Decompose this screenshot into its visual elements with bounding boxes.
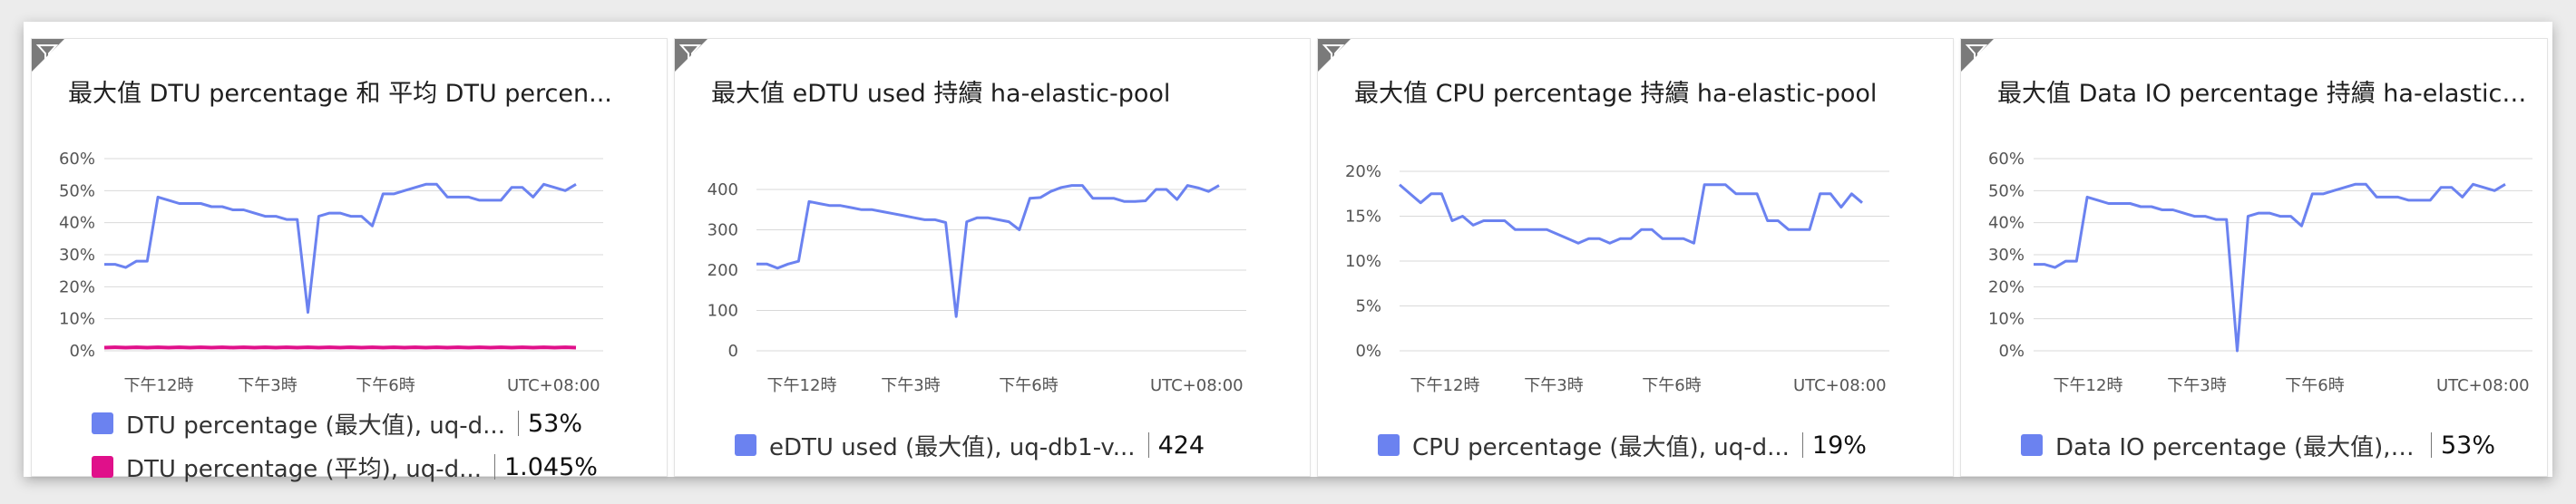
legend-divider	[1147, 432, 1149, 458]
tile-title: 最大值 CPU percentage 持續 ha-elastic-pool	[1354, 80, 1878, 108]
y-tick-label: 60%	[1988, 150, 2025, 169]
tile-title: 最大值 eDTU used 持續 ha-elastic-pool	[711, 80, 1171, 108]
legend-value: 53%	[2441, 431, 2496, 460]
legend-value: 53%	[527, 409, 582, 438]
legend-label: Data IO percentage (最大值), u...	[2055, 433, 2418, 461]
y-tick-label: 30%	[1988, 246, 2025, 265]
y-tick-label: 0%	[1355, 342, 1381, 361]
y-tick-label: 10%	[1345, 252, 1381, 271]
y-tick-label: 15%	[1345, 208, 1381, 227]
legend-item[interactable]: Data IO percentage (最大值), u... 53%	[2021, 427, 2495, 463]
x-tick-label: 下午6時	[2285, 376, 2344, 395]
legend-label: eDTU used (最大值), uq-db1-v...	[769, 433, 1136, 461]
legend-swatch	[92, 412, 113, 434]
x-tick-label: 下午6時	[999, 376, 1058, 395]
legend-value: 424	[1157, 431, 1205, 460]
tile-title: 最大值 DTU percentage 和 平均 DTU percen...	[68, 80, 612, 108]
filter-corner[interactable]	[32, 39, 64, 72]
y-tick-label: 40%	[1988, 214, 2025, 233]
y-tick-label: 20%	[1345, 162, 1381, 181]
legend-swatch	[2021, 434, 2043, 456]
y-tick-label: 50%	[1988, 181, 2025, 200]
x-tick-label: 下午12時	[1410, 376, 1480, 395]
series-line	[104, 182, 577, 315]
y-tick-label: 0	[728, 342, 738, 361]
filter-icon	[1965, 44, 1988, 64]
legend-item[interactable]: CPU percentage (最大值), uq-d... 19%	[1378, 427, 1867, 463]
legend-divider	[493, 454, 495, 480]
metric-tile-dtu[interactable]: 最大值 DTU percentage 和 平均 DTU percen... 60…	[31, 38, 668, 483]
dashboard-strip: 最大值 DTU percentage 和 平均 DTU percen... 60…	[24, 22, 2552, 483]
line-chart[interactable]: 60% 50% 40% 30% 20% 10% 0% 下午12時 下午3時 下午6時 UTC+08:…	[1961, 111, 2549, 407]
legend-item[interactable]: DTU percentage (平均), uq-d... 1.045%	[92, 449, 598, 485]
y-tick-label: 20%	[59, 277, 95, 296]
legend-divider	[517, 411, 519, 436]
line-chart[interactable]: 60% 50% 40% 30% 20% 10% 0% 下午12時 下午3時 下午6時 UTC+08:…	[32, 111, 668, 407]
filter-icon	[1322, 44, 1345, 64]
legend-divider	[1801, 432, 1803, 458]
y-tick-label: 50%	[59, 181, 95, 200]
line-chart[interactable]: 400 300 200 100 0 下午12時 下午3時 下午6時 UTC+08:00	[675, 111, 1312, 407]
timezone-label: UTC+08:00	[507, 376, 600, 395]
y-tick-label: 0%	[69, 342, 95, 361]
y-tick-label: 0%	[1998, 342, 2025, 361]
metric-tile-edtu[interactable]: 最大值 eDTU used 持續 ha-elastic-pool 400 300 2…	[674, 38, 1311, 477]
legend-item[interactable]: eDTU used (最大值), uq-db1-v... 424	[735, 427, 1205, 463]
x-tick-label: 下午3時	[881, 376, 940, 395]
x-tick-label: 下午6時	[1642, 376, 1701, 395]
tile-title: 最大值 Data IO percentage 持續 ha-elastic-...	[1997, 80, 2532, 108]
series-line	[756, 184, 1220, 318]
y-tick-label: 300	[707, 221, 738, 240]
legend-divider	[2431, 432, 2432, 458]
y-tick-label: 30%	[59, 246, 95, 265]
x-tick-label: 下午6時	[356, 376, 415, 395]
legend-item[interactable]: DTU percentage (最大值), uq-d... 53%	[92, 405, 582, 441]
x-tick-label: 下午12時	[767, 376, 837, 395]
timezone-label: UTC+08:00	[1793, 376, 1887, 395]
legend-label: DTU percentage (平均), uq-d...	[126, 455, 482, 483]
y-tick-label: 20%	[1988, 277, 2025, 296]
metric-tile-cpu[interactable]: 最大值 CPU percentage 持續 ha-elastic-pool 20…	[1317, 38, 1954, 477]
metric-tile-dataio[interactable]: 最大值 Data IO percentage 持續 ha-elastic-...…	[1960, 38, 2548, 477]
x-tick-label: 下午12時	[124, 376, 194, 395]
x-tick-label: 下午3時	[1524, 376, 1583, 395]
timezone-label: UTC+08:00	[2436, 376, 2530, 395]
filter-icon	[35, 44, 59, 64]
y-tick-label: 10%	[1988, 310, 2025, 329]
y-tick-label: 40%	[59, 214, 95, 233]
legend-swatch	[735, 434, 756, 456]
line-chart[interactable]: 20% 15% 10% 5% 0% 下午12時 下午3時 下午6時 UTC+08:00	[1318, 111, 1955, 407]
legend-swatch	[92, 456, 113, 478]
x-tick-label: 下午12時	[2054, 376, 2123, 395]
legend-swatch	[1378, 434, 1400, 456]
y-tick-label: 5%	[1355, 297, 1381, 316]
filter-icon	[678, 44, 702, 64]
timezone-label: UTC+08:00	[1150, 376, 1244, 395]
filter-corner[interactable]	[1961, 39, 1994, 72]
filter-corner[interactable]	[1318, 39, 1351, 72]
legend-label: DTU percentage (最大值), uq-d...	[126, 412, 505, 440]
y-tick-label: 100	[707, 302, 738, 321]
y-tick-label: 200	[707, 261, 738, 280]
legend-value: 19%	[1811, 431, 1867, 460]
x-tick-label: 下午3時	[2167, 376, 2226, 395]
y-tick-label: 400	[707, 180, 738, 199]
legend-value: 1.045%	[503, 452, 598, 481]
y-tick-label: 60%	[59, 150, 95, 169]
x-tick-label: 下午3時	[238, 376, 297, 395]
y-tick-label: 10%	[59, 310, 95, 329]
series-line	[2034, 182, 2506, 353]
legend-label: CPU percentage (最大值), uq-d...	[1412, 433, 1790, 461]
filter-corner[interactable]	[675, 39, 707, 72]
series-line	[1399, 183, 1863, 245]
